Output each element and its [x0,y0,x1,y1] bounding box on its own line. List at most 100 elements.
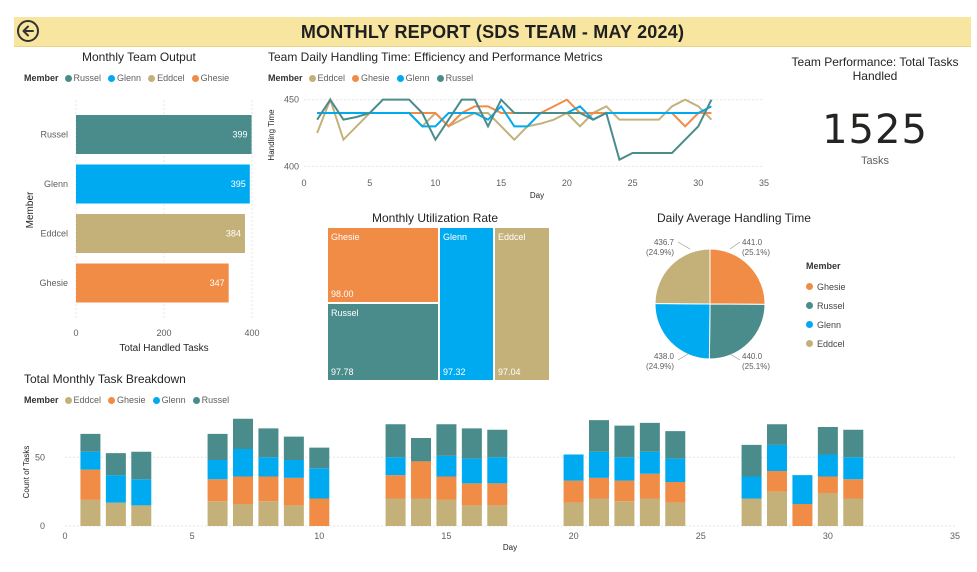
legend-item-ghesie[interactable]: Ghesie [191,73,230,83]
legend-swatch [396,74,404,82]
stack-segment-russel [614,425,635,458]
legend-label: Eddcel [157,73,185,83]
line-series-russel [316,97,713,162]
stack-segment-ghesie [461,483,482,506]
pie-slice-glenn [654,303,711,360]
legend-swatch [108,74,116,82]
x-axis-title: Day [503,543,517,552]
legend-item-glenn[interactable]: Glenn [108,73,141,83]
legend-label: Glenn [405,73,430,83]
stack-segment-ghesie [589,477,609,499]
stack-segment-russel [309,447,330,469]
stack-segment-ghesie [207,479,228,502]
stack-segment-ghesie [233,476,253,504]
title-bar: MONTHLY REPORT (SDS TEAM - MAY 2024) [14,17,971,47]
x-tick-label: 10 [314,531,324,541]
stack-segment-glenn [80,451,101,470]
stack-segment-russel [639,422,660,452]
legend-item-eddcel[interactable]: Eddcel [308,73,346,83]
legend-item-ghesie[interactable]: Ghesie [806,277,846,296]
bar-value-label: 347 [210,278,225,288]
y-tick-label: 450 [284,95,299,105]
stack-segment-russel [411,438,431,462]
stack-segment-russel [436,424,457,456]
stack-segment-ghesie [436,476,457,500]
bar-value-label: 395 [231,179,246,189]
x-tick-label: 10 [430,178,440,188]
legend-item-eddcel[interactable]: Eddcel [148,73,185,83]
pie-slice-ghesie [709,248,766,305]
legend-swatch [308,74,316,82]
y-tick-label: 400 [284,161,299,171]
legend-item-russel[interactable]: Russel [192,395,229,405]
stack-segment-ghesie [563,480,584,503]
stack-segment-glenn [283,460,304,478]
x-tick-label: 30 [693,178,703,188]
stack-segment-russel [131,451,152,480]
utilization-title: Monthly Utilization Rate [372,211,499,225]
legend-item-ghesie[interactable]: Ghesie [352,73,390,83]
y-axis-title: Member [25,191,36,228]
legend-label: Eddcel [817,338,845,349]
y-tick-label: Glenn [44,179,68,189]
breakdown-legend: Member Eddcel Ghesie Glenn Russel [24,395,232,405]
treemap-cell-eddcel[interactable]: Eddcel 97.04 [495,228,549,380]
legend-label: Ghesie [817,281,846,292]
stack-segment-eddcel [614,501,635,526]
legend-swatch [806,321,813,328]
y-axis-title: Count of Tasks [22,446,31,499]
legend-item-russel[interactable]: Russel [436,73,473,83]
pie-value-label: 441.0 [742,238,763,247]
stack-segment-eddcel [639,498,660,526]
legend-item-eddcel[interactable]: Eddcel [806,334,846,353]
treemap-cell-russel[interactable]: Russel 97.78 [328,304,438,380]
bar-eddcel [76,214,245,253]
stack-segment-russel [589,420,609,452]
y-tick-label: Russel [40,130,68,140]
legend-item-glenn[interactable]: Glenn [806,315,846,334]
stack-segment-glenn [639,451,660,474]
legend-label: Glenn [117,73,142,83]
team-output-legend: Member Russel Glenn Eddcel Ghesie [24,73,232,83]
legend-item-eddcel[interactable]: Eddcel [64,395,101,405]
stack-segment-glenn [487,457,508,484]
stack-segment-russel [665,431,686,459]
stack-segment-eddcel [487,505,508,526]
legend-item-russel[interactable]: Russel [64,73,102,83]
x-tick-label: 5 [190,531,195,541]
treemap-cell-label: Glenn [443,232,468,242]
legend-label: Russel [73,73,102,83]
stack-segment-glenn [233,449,253,477]
legend-item-ghesie[interactable]: Ghesie [108,395,146,405]
treemap-cell-value: 97.32 [443,367,466,377]
y-tick-label: Eddcel [40,229,68,239]
stack-segment-russel [741,444,762,477]
treemap-cell-ghesie[interactable]: Ghesie 98.00 [328,228,438,302]
treemap-cell-label: Russel [331,308,359,318]
back-button[interactable] [17,20,39,42]
legend-label: Eddcel [317,73,346,83]
stack-segment-ghesie [639,473,660,499]
pie-percent-label: (24.9%) [646,362,674,371]
legend-swatch [436,74,444,82]
treemap-cell-value: 97.04 [498,367,521,377]
treemap-cell-glenn[interactable]: Glenn 97.32 [440,228,493,380]
legend-item-russel[interactable]: Russel [806,296,846,315]
x-tick-label: 200 [156,328,171,338]
pie-slice-russel [708,303,766,360]
legend-label: Ghesie [200,73,230,83]
legend-item-glenn[interactable]: Glenn [396,73,430,83]
legend-item-glenn[interactable]: Glenn [152,395,186,405]
pie-percent-label: (24.9%) [646,248,674,257]
x-tick-label: 400 [244,328,259,338]
pie-value-label: 438.0 [654,352,675,361]
kpi-title: Team Performance: Total Tasks Handled [791,55,959,83]
legend-swatch [148,74,156,82]
x-axis-title: Day [530,191,544,200]
legend-label: Glenn [817,319,842,330]
treemap-cell-label: Eddcel [498,232,526,242]
legend-label: Russel [817,300,845,311]
stack-segment-eddcel [589,498,609,526]
legend-label: Ghesie [361,73,390,83]
legend-swatch [64,396,72,404]
